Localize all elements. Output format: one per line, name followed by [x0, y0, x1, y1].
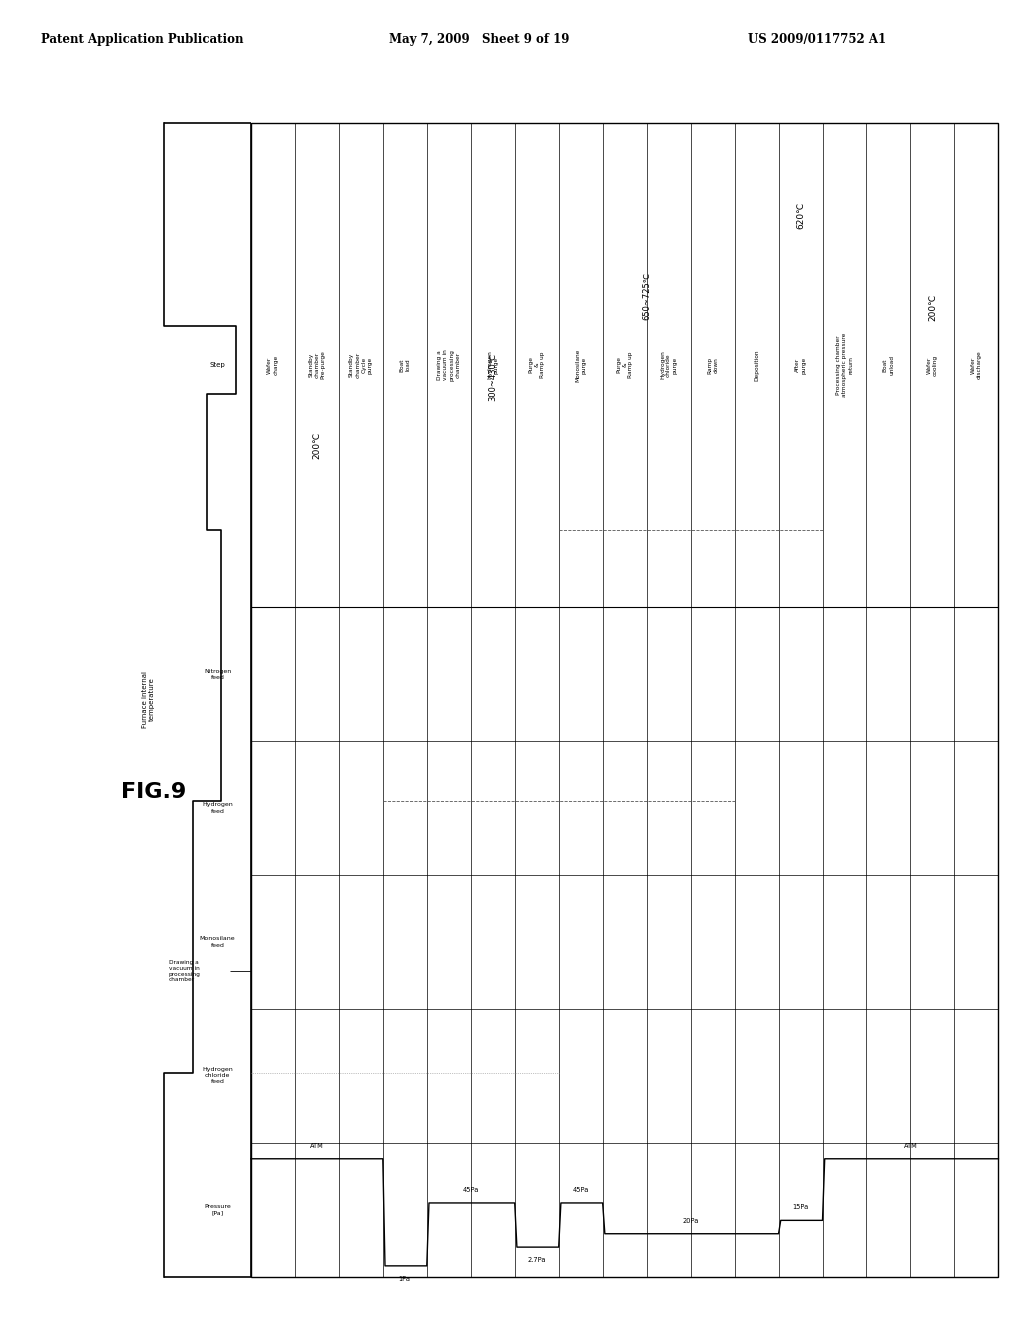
- Text: Standby
chamber
Cycle
purge: Standby chamber Cycle purge: [349, 352, 373, 378]
- Text: Hydrogen
chloride
feed: Hydrogen chloride feed: [202, 1067, 233, 1085]
- Text: Step: Step: [210, 362, 225, 368]
- Text: Ramp
down: Ramp down: [707, 356, 718, 374]
- Text: Purge
&
Ramp up: Purge & Ramp up: [616, 351, 633, 379]
- Text: 620℃: 620℃: [796, 202, 805, 228]
- Text: Drawing a
vacuum in
processing
chamber: Drawing a vacuum in processing chamber: [437, 348, 461, 381]
- Text: 45Pa: 45Pa: [463, 1187, 479, 1193]
- Text: May 7, 2009   Sheet 9 of 19: May 7, 2009 Sheet 9 of 19: [389, 33, 569, 46]
- Text: After
purge: After purge: [795, 356, 806, 374]
- Text: ATM: ATM: [310, 1143, 324, 1148]
- Text: Pressure
[Pa]: Pressure [Pa]: [204, 1204, 231, 1216]
- Text: US 2009/0117752 A1: US 2009/0117752 A1: [748, 33, 886, 46]
- Bar: [251, 123, 998, 1276]
- Text: Wafer
cooling: Wafer cooling: [927, 354, 938, 375]
- Text: 2.7Pa: 2.7Pa: [527, 1257, 546, 1263]
- Text: FIG.9: FIG.9: [121, 781, 186, 803]
- Text: Drawing a
vacuum in
processing
chamber: Drawing a vacuum in processing chamber: [169, 960, 201, 982]
- Text: 1Pa: 1Pa: [398, 1276, 411, 1282]
- Text: Monosilane
feed: Monosilane feed: [200, 936, 236, 948]
- Text: ATM: ATM: [903, 1143, 918, 1148]
- Text: Boat
unload: Boat unload: [883, 355, 894, 375]
- Text: 300~430℃: 300~430℃: [488, 352, 498, 400]
- Text: Wafer
charge: Wafer charge: [267, 355, 279, 375]
- Text: Monosilane
purge: Monosilane purge: [575, 348, 587, 381]
- Text: Deposition: Deposition: [754, 350, 759, 380]
- Text: Purge
&
Ramp up: Purge & Ramp up: [528, 351, 546, 379]
- Text: 15Pa: 15Pa: [793, 1204, 809, 1210]
- Text: Wafer
discharge: Wafer discharge: [971, 351, 982, 379]
- Text: Patent Application Publication: Patent Application Publication: [41, 33, 244, 46]
- Text: Processing chamber
atmospheric pressure
return: Processing chamber atmospheric pressure …: [836, 333, 853, 397]
- Text: Hydrogen
purge: Hydrogen purge: [487, 351, 499, 379]
- Text: Hydrogen
chloride
purge: Hydrogen chloride purge: [659, 351, 677, 379]
- Text: 650~725℃: 650~725℃: [642, 272, 651, 319]
- Text: Standby
chamber
Pre-purge: Standby chamber Pre-purge: [308, 351, 326, 379]
- Text: Nitrogen
feed: Nitrogen feed: [204, 669, 231, 680]
- Text: 45Pa: 45Pa: [572, 1187, 589, 1193]
- Text: Furnace internal
temperature: Furnace internal temperature: [142, 671, 155, 729]
- Text: Hydrogen
feed: Hydrogen feed: [202, 803, 233, 813]
- Text: Boat
load: Boat load: [399, 358, 411, 372]
- Text: 20Pa: 20Pa: [682, 1218, 698, 1224]
- Text: 200℃: 200℃: [928, 293, 937, 321]
- Text: 200℃: 200℃: [312, 432, 322, 459]
